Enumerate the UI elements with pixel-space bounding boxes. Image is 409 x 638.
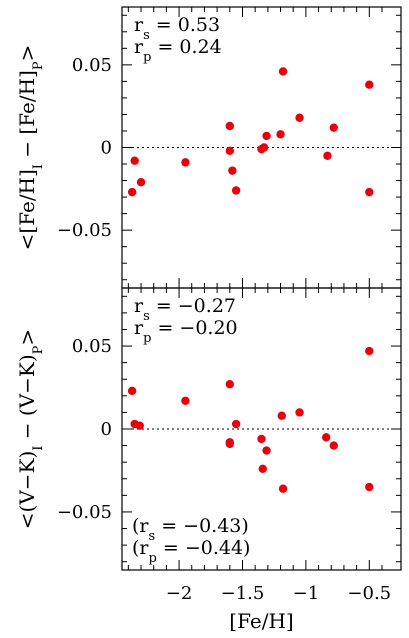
data-point — [136, 178, 146, 187]
x-tick-label: −2 — [166, 583, 193, 604]
data-point — [262, 131, 271, 141]
x-tick-label: −1.5 — [221, 583, 265, 604]
data-point — [295, 408, 304, 417]
data-point — [231, 419, 241, 429]
data-point — [262, 446, 271, 455]
y-tick-label: 0.05 — [72, 55, 112, 76]
data-point — [278, 67, 288, 76]
data-point — [277, 411, 286, 420]
correlation-stat: rs = −0.27 — [134, 295, 236, 324]
data-point — [225, 439, 234, 449]
correlation-stat: rs = 0.53 — [134, 14, 220, 43]
data-point — [295, 113, 304, 122]
data-point — [127, 187, 137, 197]
y-axis-label: <(V−K)I − (V−K)P> — [15, 329, 46, 529]
correlation-stat: rp = −0.20 — [134, 317, 238, 346]
correlation-stat-bottom: (rs = −0.43) — [132, 515, 249, 544]
data-point — [365, 80, 374, 89]
data-point — [257, 434, 266, 444]
data-point — [365, 187, 374, 197]
x-tick-label: −0.5 — [347, 583, 391, 604]
data-point — [329, 441, 338, 450]
y-tick-label: 0 — [101, 138, 112, 159]
data-point — [321, 433, 331, 442]
correlation-stat-bottom: (rp = −0.44) — [132, 537, 250, 566]
correlation-stat: rp = 0.24 — [134, 36, 222, 65]
data-point — [225, 380, 234, 389]
x-axis: −2 −1.5 −1 −0.5 [Fe/H] — [166, 583, 391, 633]
data-point — [365, 482, 374, 492]
data-point — [258, 464, 267, 474]
panel-fe-h-difference: −0.05 0 0.05 <[Fe/H]I − [Fe/H]P> rs = 0.53rp… — [15, 6, 402, 289]
data-point — [323, 151, 332, 160]
data-point — [231, 186, 241, 195]
data-point — [225, 146, 234, 156]
data-point — [130, 156, 139, 165]
panel-v-k-difference: −0.05 0 0.05 <(V−K)I − (V−K)P> rs = −0.27rp … — [15, 287, 402, 571]
y-tick-label: 0.05 — [72, 336, 112, 357]
y-tick-label: 0 — [101, 419, 112, 440]
data-point — [365, 346, 374, 356]
data-point — [329, 123, 338, 132]
data-point — [181, 396, 190, 405]
y-tick-label: −0.05 — [57, 220, 112, 241]
data-point — [278, 484, 288, 493]
data-point — [181, 158, 190, 167]
data-point — [276, 130, 285, 139]
data-point — [225, 121, 234, 131]
data-point — [259, 143, 269, 152]
y-axis-label: <[Fe/H]I − [Fe/H]P> — [15, 45, 46, 251]
data-point — [135, 421, 144, 430]
y-tick-label: −0.05 — [57, 502, 112, 523]
data-point — [228, 166, 237, 175]
x-tick-label: −1 — [293, 583, 320, 604]
x-axis-label: [Fe/H] — [229, 609, 293, 633]
data-point — [127, 386, 137, 396]
